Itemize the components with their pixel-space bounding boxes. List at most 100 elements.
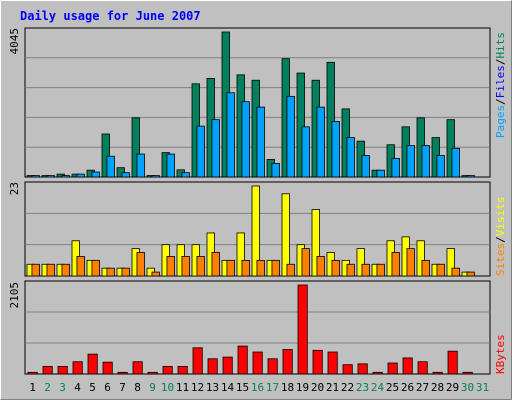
x-axis-day-label: 22: [341, 381, 354, 394]
visits-bar: [236, 232, 245, 277]
sites-bar: [121, 267, 130, 277]
sites-bar: [31, 263, 40, 277]
x-axis-day-label: 18: [281, 381, 294, 394]
x-axis-day-label: 25: [386, 381, 399, 394]
x-axis-day-label: 29: [446, 381, 459, 394]
kbytes-bar: [177, 365, 188, 375]
sites-bar: [271, 259, 280, 277]
hits-bar: [101, 133, 110, 178]
legend-visits: Visits: [494, 197, 507, 237]
sites-bar: [211, 252, 220, 277]
sites-bar: [226, 259, 235, 277]
chart-bars: [26, 31, 475, 375]
kbytes-bar: [342, 364, 353, 375]
sites-bar: [241, 259, 250, 277]
sites-bar: [361, 263, 370, 277]
files-bar: [421, 145, 430, 178]
sites-bar: [406, 248, 415, 277]
files-bar: [451, 147, 460, 178]
visits-panel-legend: Sites/Visits: [494, 197, 507, 277]
files-bar: [466, 175, 475, 178]
sites-bar: [151, 271, 160, 277]
files-bar: [136, 153, 145, 178]
sites-bar: [421, 259, 430, 277]
kbytes-bar: [267, 358, 278, 375]
visits-panel-ymax-label: 23: [8, 182, 21, 195]
files-bar: [286, 95, 295, 178]
files-bar: [436, 155, 445, 178]
chart-title: Daily usage for June 2007: [20, 9, 201, 23]
sites-bar: [61, 263, 70, 277]
files-bar: [406, 145, 415, 178]
sites-bar: [166, 256, 175, 277]
x-axis-day-label: 4: [74, 381, 81, 394]
sites-bar: [451, 267, 460, 277]
kbytes-bar: [87, 353, 98, 375]
x-axis-day-label: 5: [89, 381, 96, 394]
files-bar: [376, 169, 385, 178]
kbytes-bar: [417, 361, 428, 375]
files-bar: [61, 175, 70, 178]
x-axis-day-label: 28: [431, 381, 444, 394]
kbytes-bar: [252, 351, 263, 375]
x-axis-day-label: 26: [401, 381, 414, 394]
hits-bar: [296, 72, 305, 178]
sites-bar: [316, 256, 325, 277]
legend-kbytes: KBytes: [494, 334, 507, 374]
hits-panel-ymax-label: 4045: [8, 28, 21, 55]
x-axis-day-label: 31: [476, 381, 489, 394]
visits-bar: [356, 248, 365, 277]
hits-panel-legend: Pages/Files/Hits: [494, 32, 507, 138]
x-axis-day-label: 15: [236, 381, 249, 394]
kbytes-panel-legend: KBytes: [494, 334, 507, 374]
kbytes-bar: [372, 371, 383, 375]
x-axis-day-label: 6: [104, 381, 111, 394]
files-bar: [301, 126, 310, 178]
sites-bar: [301, 248, 310, 277]
hits-bar: [326, 61, 335, 178]
x-axis-day-label: 19: [296, 381, 309, 394]
kbytes-bar: [207, 358, 218, 375]
files-bar: [166, 153, 175, 178]
kbytes-bar: [222, 356, 233, 375]
files-bar: [256, 106, 265, 178]
files-bar: [151, 175, 160, 178]
sites-bar: [436, 263, 445, 277]
visits-bar: [416, 240, 425, 277]
sites-bar: [346, 263, 355, 277]
x-axis-day-label: 9: [149, 381, 156, 394]
sites-bar: [76, 256, 85, 277]
legend-separator: /: [494, 236, 507, 243]
kbytes-bar: [117, 371, 128, 375]
kbytes-bar: [27, 371, 38, 375]
files-bar: [346, 137, 355, 178]
files-bar: [316, 106, 325, 178]
legend-separator: /: [494, 98, 507, 105]
kbytes-bar: [432, 371, 443, 375]
files-bar: [106, 155, 115, 178]
kbytes-bar: [357, 363, 368, 375]
files-bar: [76, 173, 85, 178]
files-bar: [241, 101, 250, 178]
kbytes-bar: [462, 371, 473, 375]
visits-bar: [281, 193, 290, 277]
x-axis-day-label: 11: [176, 381, 189, 394]
sites-bar: [466, 271, 475, 277]
legend-separator: /: [494, 59, 507, 66]
kbytes-bar: [102, 361, 113, 375]
kbytes-bar: [192, 347, 203, 375]
legend-sites: Sites: [494, 243, 507, 276]
files-bar: [91, 171, 100, 178]
sites-bar: [391, 252, 400, 277]
x-axis-day-label: 23: [356, 381, 369, 394]
sites-bar: [181, 256, 190, 277]
x-axis-day-label: 10: [161, 381, 174, 394]
kbytes-bar: [387, 362, 398, 375]
files-bar: [391, 157, 400, 178]
kbytes-bar: [162, 365, 173, 375]
x-axis-day-label: 7: [119, 381, 126, 394]
kbytes-bar: [297, 284, 308, 375]
x-axis-day-label: 14: [221, 381, 235, 394]
files-bar: [271, 162, 280, 178]
